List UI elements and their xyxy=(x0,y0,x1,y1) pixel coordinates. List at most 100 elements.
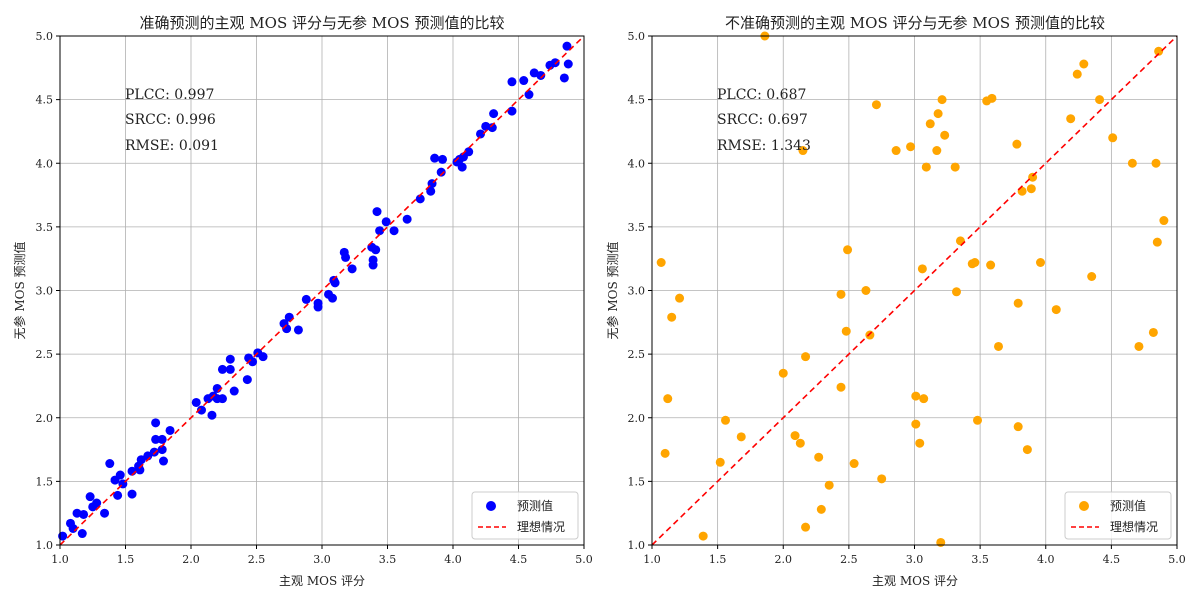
left-data-point xyxy=(341,252,351,262)
left-data-point xyxy=(563,59,573,69)
right-data-point xyxy=(1013,298,1023,308)
left-data-point xyxy=(430,153,440,163)
left-data-point xyxy=(105,459,115,469)
left-data-point xyxy=(258,352,268,362)
right-data-point xyxy=(871,100,881,110)
left-y-tick-label: 1.0 xyxy=(36,539,54,552)
right-x-tick-label: 1.0 xyxy=(643,553,661,566)
left-data-point xyxy=(368,260,378,270)
left-data-point xyxy=(375,226,385,236)
right-data-point xyxy=(973,415,982,425)
right-chart-panel: 不准确预测的主观 MOS 评分与无参 MOS 预测值的比较 1.0 1.5 2.0 2… xyxy=(605,14,1186,588)
left-data-point xyxy=(225,364,235,374)
right-x-tick-label: 1.5 xyxy=(709,553,727,566)
left-data-point xyxy=(415,194,425,204)
right-y-tick-label: 3.0 xyxy=(628,285,646,298)
left-data-point xyxy=(524,90,534,100)
left-data-point xyxy=(347,264,357,274)
right-y-ticks: 1.0 1.5 2.0 2.5 3.0 3.5 4.0 4.5 5.0 xyxy=(628,30,652,552)
left-legend-label-predicted: 预测值 xyxy=(517,498,553,513)
right-data-point xyxy=(715,457,725,467)
right-legend-label-ideal: 理想情况 xyxy=(1110,519,1158,534)
left-x-tick-label: 3.0 xyxy=(313,553,331,566)
left-data-point xyxy=(135,465,145,475)
right-x-tick-label: 4.5 xyxy=(1103,553,1121,566)
right-x-tick-label: 5.0 xyxy=(1168,553,1186,566)
right-data-point xyxy=(721,415,730,425)
left-data-point xyxy=(464,147,474,157)
right-data-point xyxy=(798,146,808,156)
right-data-point xyxy=(994,341,1003,351)
right-y-axis-label: 无参 MOS 预测值 xyxy=(605,242,620,340)
right-data-point xyxy=(1134,341,1144,351)
left-data-point xyxy=(402,214,412,224)
right-data-point xyxy=(987,93,997,103)
right-y-tick-label: 3.5 xyxy=(628,221,646,234)
right-data-point xyxy=(836,382,846,392)
right-data-point xyxy=(778,368,788,378)
right-data-point xyxy=(1066,114,1076,124)
right-x-tick-label: 2.0 xyxy=(775,553,793,566)
right-data-point xyxy=(1022,445,1032,455)
left-plot-area xyxy=(58,35,585,546)
left-x-tick-label: 4.5 xyxy=(510,553,528,566)
right-y-tick-label: 2.5 xyxy=(628,348,646,361)
left-data-point xyxy=(436,167,446,177)
left-y-tick-label: 3.5 xyxy=(36,221,54,234)
left-data-point xyxy=(487,123,497,133)
left-data-point xyxy=(293,325,303,335)
right-data-point xyxy=(952,287,961,297)
right-data-point xyxy=(919,394,929,404)
right-data-point xyxy=(1154,46,1164,56)
right-data-point xyxy=(656,258,666,268)
right-data-point xyxy=(698,531,708,541)
left-y-tick-label: 2.5 xyxy=(36,348,54,361)
right-data-point xyxy=(921,162,931,172)
left-data-point xyxy=(79,509,89,519)
left-x-ticks: 1.0 1.5 2.0 2.5 3.0 3.5 4.0 4.5 5.0 xyxy=(51,545,593,566)
left-data-point xyxy=(158,456,168,466)
right-y-tick-label: 4.5 xyxy=(628,94,646,107)
right-srcc-text: SRCC: 0.697 xyxy=(717,112,808,128)
left-data-point xyxy=(157,434,167,444)
left-data-point xyxy=(100,508,110,518)
right-data-point xyxy=(970,258,980,268)
right-y-tick-label: 5.0 xyxy=(628,30,646,43)
left-data-point xyxy=(389,226,399,236)
left-legend-label-ideal: 理想情况 xyxy=(517,519,565,534)
left-y-tick-label: 2.0 xyxy=(36,412,54,425)
right-y-tick-label: 1.0 xyxy=(628,539,646,552)
right-data-point xyxy=(915,438,925,448)
right-x-tick-label: 4.0 xyxy=(1037,553,1055,566)
right-data-point xyxy=(1012,139,1022,149)
right-data-point xyxy=(891,146,901,156)
right-x-tick-label: 3.0 xyxy=(906,553,924,566)
right-legend: 预测值 理想情况 xyxy=(1064,491,1172,540)
right-data-point xyxy=(906,142,916,152)
right-data-point xyxy=(1148,327,1158,337)
left-data-point xyxy=(426,186,436,196)
right-data-point xyxy=(1079,59,1089,69)
left-legend-marker-icon xyxy=(486,501,496,511)
right-x-tick-label: 2.5 xyxy=(840,553,858,566)
right-y-tick-label: 2.0 xyxy=(628,412,646,425)
right-data-point xyxy=(1051,305,1061,315)
left-data-point xyxy=(58,531,68,541)
right-data-point xyxy=(1159,216,1169,226)
right-data-point xyxy=(1127,158,1137,168)
left-data-point xyxy=(149,447,159,457)
right-data-point xyxy=(911,391,921,401)
right-data-point xyxy=(925,119,935,129)
left-data-point xyxy=(381,217,391,227)
right-data-point xyxy=(663,394,673,404)
left-x-axis-label: 主观 MOS 评分 xyxy=(279,574,365,588)
right-data-point xyxy=(1108,133,1118,143)
right-ideal-line xyxy=(651,35,1178,546)
right-data-point xyxy=(933,109,943,119)
left-data-point xyxy=(327,293,337,303)
left-data-point xyxy=(196,405,206,415)
left-y-axis-label: 无参 MOS 预测值 xyxy=(12,242,27,340)
right-legend-label-predicted: 预测值 xyxy=(1110,498,1146,513)
right-data-point xyxy=(936,537,946,547)
left-data-point xyxy=(242,375,252,385)
